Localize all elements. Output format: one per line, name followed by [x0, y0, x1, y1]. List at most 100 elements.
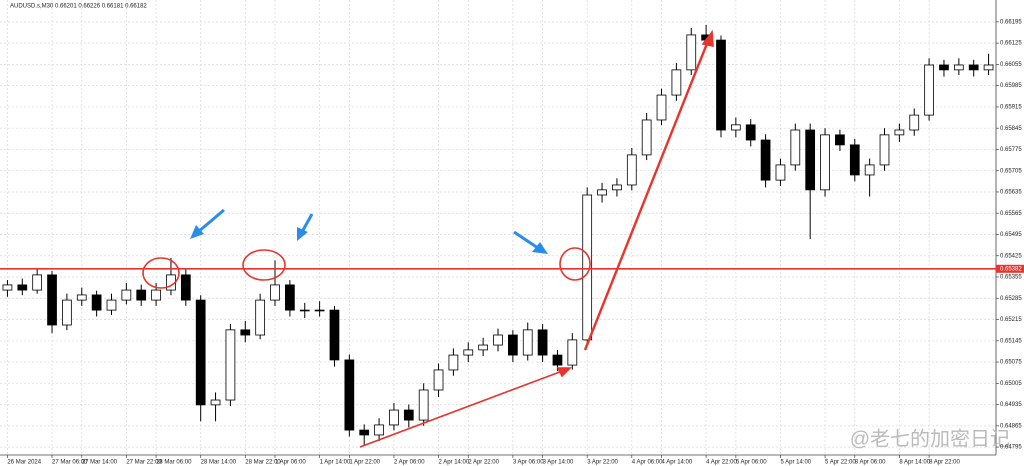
candle-body	[879, 134, 890, 166]
candle-body	[508, 334, 518, 356]
candle-body	[329, 309, 340, 361]
candle-body	[180, 274, 191, 301]
candle-body	[582, 194, 593, 341]
candle-body	[552, 354, 563, 366]
arrow	[583, 35, 712, 351]
x-tick-label: 5 Apr 14:00	[780, 460, 811, 466]
x-tick-label: 27 Mar 14:00	[82, 460, 118, 466]
y-tick-label: 0.65705	[1000, 168, 1022, 174]
arrow	[300, 213, 314, 233]
x-tick-label: 3 Apr 22:00	[587, 460, 618, 466]
x-tick-label: 1 Apr 14:00	[320, 460, 351, 466]
x-tick-label: 4 Apr 22:00	[706, 460, 737, 466]
x-tick-label: 5 Apr 22:00	[825, 460, 856, 466]
x-tick-label: 28 Mar 14:00	[201, 460, 237, 466]
x-tick-label: 27 Mar 06:00	[52, 460, 88, 466]
candle-body	[91, 294, 102, 311]
arrow-head	[532, 242, 548, 254]
candle-body	[775, 164, 786, 181]
x-tick-label: 3 Apr 14:00	[543, 460, 574, 466]
x-tick-label: 5 Apr 06:00	[736, 460, 767, 466]
x-tick-label: 2 Apr 06:00	[394, 460, 425, 466]
candle-body	[2, 284, 13, 291]
candle-body	[567, 339, 578, 366]
level-tag	[996, 264, 1024, 273]
y-tick-label: 0.66125	[1000, 41, 1022, 47]
candle-body	[597, 189, 607, 196]
x-tick-label: 4 Apr 14:00	[662, 460, 693, 466]
x-tick-label: 28 Mar 06:00	[156, 460, 192, 466]
candle-body	[983, 64, 994, 71]
annotations	[142, 29, 714, 448]
arrow	[359, 369, 566, 448]
y-tick-label: 0.65215	[1000, 317, 1022, 323]
y-tick-label: 0.64935	[1000, 402, 1022, 408]
x-tick-label: 26 Mar 2024	[7, 460, 41, 466]
candle-body	[909, 114, 920, 131]
y-tick-label: 0.65635	[1000, 190, 1022, 196]
y-tick-label: 0.65075	[1000, 360, 1022, 366]
candle-body	[894, 129, 905, 136]
candle-body	[820, 134, 830, 191]
candle-body	[745, 124, 756, 141]
candle-body	[374, 424, 384, 436]
candle-body	[151, 289, 161, 301]
y-tick-label: 0.65565	[1000, 211, 1022, 217]
candle-body	[805, 129, 816, 191]
candle-body	[924, 64, 934, 116]
candle-body	[537, 329, 548, 356]
x-tick-label: 28 Mar 22:00	[245, 460, 281, 466]
chart-title: AUDUSD.s,M30 0.66201 0.66226 0.66181 0.6…	[10, 4, 147, 10]
y-tick-label: 0.65775	[1000, 147, 1022, 153]
candle-body	[121, 289, 132, 301]
y-tick-label: 0.65355	[1000, 275, 1022, 281]
arrow-head	[190, 225, 204, 239]
candle-body	[47, 274, 57, 326]
y-tick-label: 0.66195	[1000, 19, 1022, 25]
y-tick-label: 0.65005	[1000, 381, 1022, 387]
candle-body	[626, 154, 637, 186]
candle-body	[760, 139, 771, 181]
y-tick-label: 0.65425	[1000, 253, 1022, 259]
arrow-head	[556, 367, 572, 378]
arrow-head	[297, 227, 308, 241]
arrow	[513, 230, 539, 250]
candle-body	[463, 349, 474, 356]
candle-body	[686, 34, 697, 71]
x-tick-label: 8 Apr 22:00	[929, 460, 960, 466]
candle-body	[299, 309, 310, 312]
candle-body	[849, 144, 860, 176]
candle-body	[255, 299, 266, 336]
candle-body	[76, 294, 87, 301]
candle-body	[418, 389, 429, 421]
y-tick-label: 0.65915	[1000, 104, 1022, 110]
circle	[559, 247, 591, 281]
candle-body	[314, 309, 325, 312]
candle-body	[240, 329, 251, 336]
candle-body	[344, 359, 355, 431]
x-tick-label: 2 Apr 14:00	[439, 460, 470, 466]
x-tick-label: 1 Apr 06:00	[275, 460, 306, 466]
candle-body	[136, 289, 147, 301]
candle-body	[210, 399, 221, 406]
blue-arrows	[190, 208, 548, 254]
level-label: 0.65382	[1000, 266, 1022, 272]
y-tick-label: 0.64795	[1000, 445, 1022, 451]
candle-body	[270, 284, 280, 301]
candle-body	[835, 134, 845, 146]
candle-body	[716, 39, 726, 131]
candle-body	[106, 299, 117, 311]
candle-body	[285, 284, 295, 311]
candle-body	[953, 64, 964, 71]
x-tick-label: 8 Apr 14:00	[899, 460, 930, 466]
candle-body	[478, 344, 488, 351]
candle-body	[671, 69, 682, 96]
y-tick-label: 0.65145	[1000, 338, 1022, 344]
candle-body	[359, 429, 370, 436]
watermark: @老七的加密日记	[850, 427, 1010, 450]
y-tick-label: 0.64865	[1000, 423, 1022, 429]
x-tick-label: 8 Apr 06:00	[855, 460, 886, 466]
candle-body	[522, 329, 533, 356]
